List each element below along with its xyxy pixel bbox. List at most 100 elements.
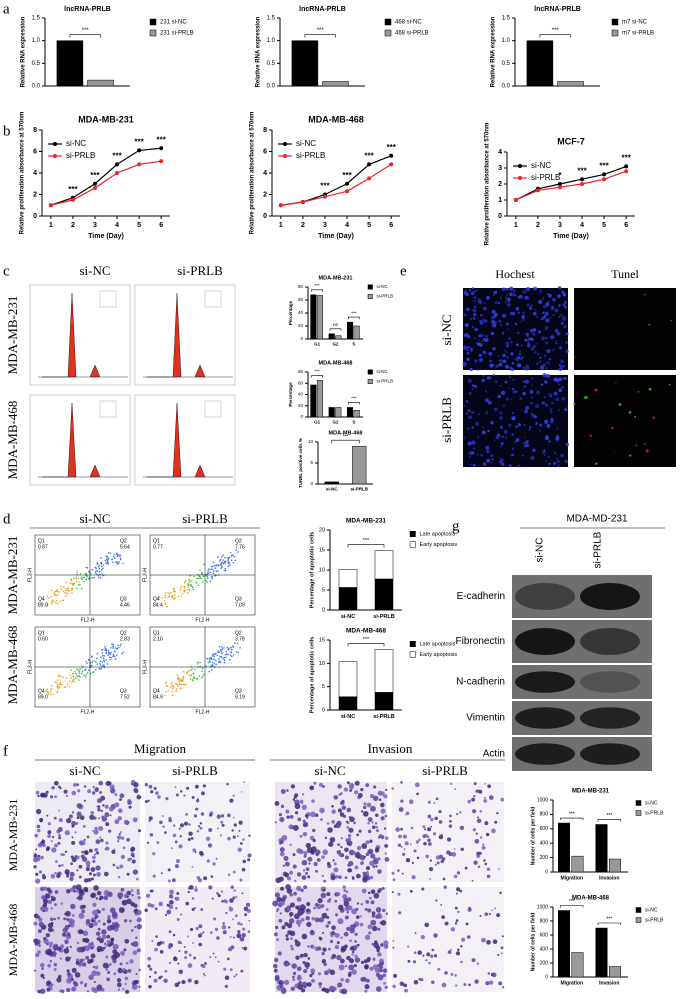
cell (524, 385, 526, 387)
cell (64, 790, 68, 794)
cell (38, 944, 40, 946)
y-tick-label: 4 (33, 170, 37, 177)
event (79, 676, 81, 678)
cell (184, 951, 187, 954)
event (69, 680, 71, 682)
row-label: MDA-MB-468 (5, 626, 20, 705)
cell (346, 927, 350, 931)
cell (70, 946, 72, 948)
cell (346, 911, 349, 914)
cell (358, 793, 363, 798)
cell (83, 959, 85, 961)
bar (572, 856, 583, 872)
cell (64, 948, 70, 954)
event (169, 593, 171, 595)
event (196, 677, 198, 679)
event (109, 656, 111, 658)
cell (509, 464, 512, 467)
event (223, 658, 225, 660)
cell (303, 822, 308, 827)
cell (65, 830, 70, 835)
cell (134, 926, 136, 928)
cell (544, 380, 547, 383)
cell (424, 834, 428, 838)
legend-box (100, 401, 116, 417)
event (109, 659, 111, 661)
cell (496, 812, 498, 814)
y-tick-label: 600 (540, 932, 549, 938)
chart-title: MDA-MB-468 (346, 628, 386, 635)
cell (463, 983, 466, 986)
cell (54, 817, 57, 820)
cell (543, 373, 547, 377)
event (236, 651, 238, 653)
cell (345, 978, 350, 983)
event (103, 655, 105, 657)
cell (558, 378, 560, 380)
event (62, 590, 64, 592)
y-tick-label: 20 (319, 527, 325, 533)
cell (456, 813, 458, 815)
cell (330, 934, 333, 937)
cell (319, 986, 321, 988)
cell (495, 301, 498, 304)
cell (223, 930, 227, 934)
y-tick-label: 15 (319, 637, 325, 643)
cell (472, 388, 474, 390)
cell (311, 979, 315, 983)
event (198, 675, 200, 677)
event (112, 561, 114, 563)
cell (144, 909, 148, 913)
cell (235, 914, 238, 917)
bar (336, 336, 342, 339)
blot-band (580, 628, 640, 655)
event (231, 555, 233, 557)
cell (561, 322, 564, 325)
cell (380, 943, 383, 946)
cell (58, 834, 60, 836)
cell (309, 785, 314, 790)
event (57, 686, 59, 688)
cell (527, 339, 529, 341)
cell (540, 289, 542, 291)
cell (194, 888, 198, 892)
cell (557, 460, 559, 462)
cell (110, 938, 114, 942)
cell (43, 887, 47, 891)
cell (111, 850, 115, 854)
cell (473, 328, 474, 329)
column-label: si-NC (79, 263, 110, 278)
cell (110, 788, 115, 793)
cell (482, 846, 486, 850)
y-tick-label: 4 (263, 170, 267, 177)
cell (476, 343, 478, 345)
y-tick-label: 2 (498, 181, 502, 188)
cell (476, 854, 480, 858)
cell (556, 398, 560, 402)
cell (50, 917, 53, 920)
cell (559, 347, 562, 350)
event (214, 655, 216, 657)
significance-bracket (348, 402, 359, 404)
legend-label: si-NC (377, 369, 389, 374)
y-tick-label: 40 (298, 310, 304, 315)
cell (506, 322, 509, 325)
cell (147, 842, 149, 844)
cell (502, 332, 504, 334)
y-tick-label: 4 (498, 149, 502, 156)
cell (457, 871, 460, 874)
cell (94, 848, 98, 852)
cell (235, 974, 237, 976)
event (71, 592, 73, 594)
cell (248, 834, 251, 837)
event (211, 576, 213, 578)
cell (539, 361, 541, 363)
cell (480, 314, 483, 317)
cell (90, 893, 95, 898)
y-axis-label: Number of cells per field (530, 913, 536, 971)
cell (349, 817, 355, 823)
cell (504, 430, 508, 434)
event (112, 644, 114, 646)
cell (343, 889, 345, 891)
cell (380, 969, 383, 972)
